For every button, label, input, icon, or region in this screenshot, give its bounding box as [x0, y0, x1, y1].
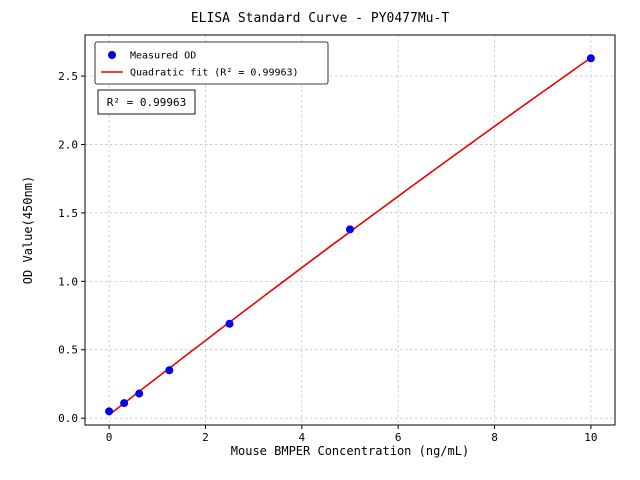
- axes-box: [84, 34, 616, 426]
- legend: Measured OD Quadratic fit (R² = 0.99963): [94, 41, 329, 85]
- chart-title: ELISA Standard Curve - PY0477Mu-T: [190, 11, 450, 26]
- x-tick-label: 6: [395, 431, 402, 444]
- legend-marker-dot: [108, 51, 116, 59]
- y-tick-label: 2.5: [58, 70, 78, 83]
- annotation-box: [97, 89, 196, 115]
- x-tick-label: 0: [106, 431, 113, 444]
- x-tick-label: 4: [299, 431, 306, 444]
- x-axis-label: Mouse BMPER Concentration (ng/mL): [230, 444, 470, 458]
- measured-od-points: [105, 54, 595, 416]
- y-tick-label: 2.0: [58, 138, 78, 151]
- data-point: [165, 366, 174, 375]
- legend-label-measured-od: Measured OD: [130, 51, 196, 62]
- legend-box: [94, 41, 329, 85]
- annotation-text: R² = 0.99963: [107, 96, 186, 109]
- x-tick-label: 8: [491, 431, 498, 444]
- data-point: [135, 389, 144, 398]
- y-tick-label: 0.0: [58, 412, 78, 425]
- legend-label-quadratic-fit: Quadratic fit (R² = 0.99963): [130, 68, 299, 79]
- data-point: [105, 407, 114, 416]
- tick-marks-and-labels: 0 2 4 6 8 10 0.0 0.5 1.0 1.5 2.0 2.5: [58, 70, 597, 444]
- x-tick-label: 2: [202, 431, 209, 444]
- x-tick-label: 10: [584, 431, 597, 444]
- y-tick-label: 0.5: [58, 344, 78, 357]
- grid-lines: [85, 35, 615, 425]
- data-point: [346, 225, 354, 234]
- y-tick-label: 1.0: [58, 275, 78, 288]
- y-tick-label: 1.5: [58, 207, 78, 220]
- data-point: [225, 319, 234, 328]
- data-point: [586, 54, 595, 63]
- r-squared-annotation: R² = 0.99963: [97, 89, 196, 115]
- data-point: [120, 399, 129, 408]
